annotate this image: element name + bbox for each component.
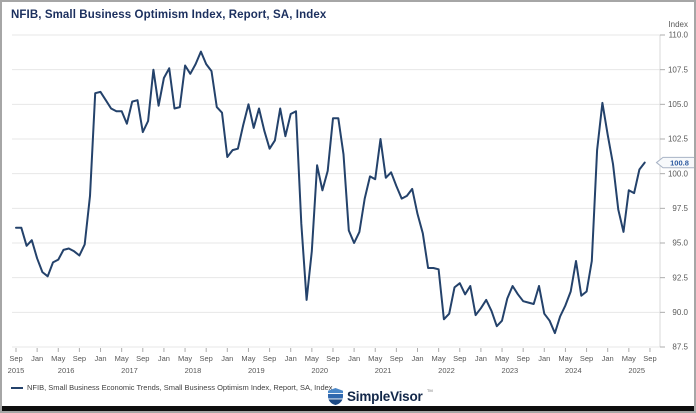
- x-tick-label: May: [432, 354, 446, 363]
- x-tick-label: Jan: [538, 354, 550, 363]
- x-tick-label: Sep: [263, 354, 276, 363]
- simplevisor-shield-icon: [328, 388, 343, 405]
- gridlines: [12, 34, 660, 348]
- y-axis-labels: Index 110.0 107.5 105.0 102.5 100.0 97.5 95.0 92…: [660, 20, 689, 352]
- x-tick-label: Jan: [348, 354, 360, 363]
- y-tick-label: 107.5: [668, 65, 689, 74]
- y-tick-label: 92.5: [672, 273, 688, 282]
- legend: NFIB, Small Business Economic Trends, Sm…: [11, 383, 333, 392]
- y-tick-label: 105.0: [668, 100, 689, 109]
- shield-stripes: [328, 388, 343, 405]
- x-tick-label: Sep: [326, 354, 339, 363]
- x-year-label: 2022: [438, 366, 455, 375]
- x-tick-label: May: [305, 354, 319, 363]
- x-tick-label: Jan: [158, 354, 170, 363]
- x-tick-label: Jan: [285, 354, 297, 363]
- last-value-label: 100.8: [670, 158, 689, 167]
- x-tick-label: May: [558, 354, 572, 363]
- brand-name: SimpleVisor: [347, 389, 423, 404]
- x-tick-label: May: [368, 354, 382, 363]
- last-value-callout: 100.8: [655, 156, 694, 169]
- chart-canvas: Index 110.0 107.5 105.0 102.5 100.0 97.5 95.0 92…: [8, 20, 694, 375]
- bottom-bar: [2, 406, 694, 411]
- x-tick-label: Jan: [221, 354, 233, 363]
- x-tick-label: Sep: [580, 354, 593, 363]
- x-year-label: 2016: [58, 366, 75, 375]
- x-tick-label: Jan: [602, 354, 614, 363]
- y-tick-label: 100.0: [668, 169, 689, 178]
- x-year-label: 2021: [375, 366, 392, 375]
- x-tick-label: Sep: [390, 354, 403, 363]
- y-axis-title: Index: [668, 20, 688, 29]
- x-year-label: 2023: [502, 366, 519, 375]
- y-tick-label: 97.5: [672, 204, 688, 213]
- x-year-label: 2025: [628, 366, 645, 375]
- trademark-symbol: ™: [426, 389, 434, 396]
- y-tick-label: 110.0: [669, 31, 689, 40]
- x-tick-label: Sep: [9, 354, 22, 363]
- y-tick-label: 87.5: [672, 343, 688, 352]
- series-line: [15, 50, 646, 335]
- x-tick-label: May: [495, 354, 509, 363]
- x-axis-labels: Sep Jan May Sep Jan May Sep Jan May Sep Jan May Sep J…: [8, 348, 657, 375]
- y-tick-label: 95.0: [672, 239, 688, 248]
- x-tick-label: Jan: [475, 354, 487, 363]
- legend-label: NFIB, Small Business Economic Trends, Sm…: [27, 383, 333, 392]
- x-tick-label: Sep: [73, 354, 86, 363]
- x-year-label: 2015: [8, 366, 25, 375]
- x-year-label: 2019: [248, 366, 265, 375]
- x-tick-label: Jan: [31, 354, 43, 363]
- simplevisor-logo: SimpleVisor ™: [328, 388, 433, 405]
- x-tick-label: May: [622, 354, 636, 363]
- x-tick-label: May: [241, 354, 255, 363]
- x-tick-label: Sep: [200, 354, 213, 363]
- x-tick-label: Jan: [411, 354, 423, 363]
- x-tick-label: Sep: [516, 354, 529, 363]
- y-tick-label: 90.0: [672, 308, 688, 317]
- x-tick-label: May: [178, 354, 192, 363]
- x-year-label: 2018: [185, 366, 202, 375]
- x-year-label: 2017: [121, 366, 138, 375]
- x-tick-label: May: [115, 354, 129, 363]
- x-tick-label: Sep: [643, 354, 656, 363]
- x-tick-label: Jan: [94, 354, 106, 363]
- legend-line-marker: [11, 386, 23, 389]
- x-year-label: 2024: [565, 366, 582, 375]
- x-year-label: 2020: [311, 366, 328, 375]
- x-tick-label: Sep: [453, 354, 466, 363]
- x-tick-label: Sep: [136, 354, 149, 363]
- y-tick-label: 102.5: [668, 135, 689, 144]
- chart-title: NFIB, Small Business Optimism Index, Rep…: [11, 9, 327, 21]
- x-tick-label: May: [51, 354, 65, 363]
